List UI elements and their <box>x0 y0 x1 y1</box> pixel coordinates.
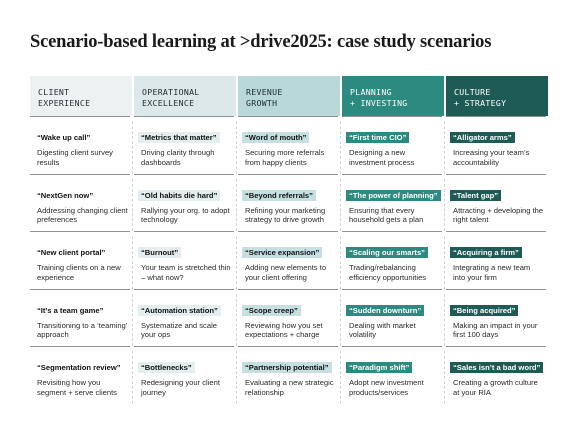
scenario-description: Integrating a new team into your firm <box>453 263 531 282</box>
scenario-cell: “Beyond referrals” Refining your marketin… <box>238 173 341 232</box>
page-title: Scenario-based learning at >drive2025: c… <box>30 32 492 52</box>
scenario-tag: “Beyond referrals” <box>242 189 316 201</box>
column-header: OPERATIONAL EXCELLENCE <box>134 76 236 116</box>
column-header-line: CULTURE <box>454 87 491 97</box>
scenario-cell: “Partnership potential” Evaluating a new … <box>238 346 341 404</box>
scenario-cell: “Scaling our smarts” Trading/rebalancing … <box>342 231 445 289</box>
scenario-tag: “The power of planning” <box>346 189 441 201</box>
scenario-description: Creating a growth culture at your RIA <box>453 378 538 397</box>
scenario-description: Making an impact in your first 100 days <box>453 320 538 340</box>
scenario-cell: “Burnout” Your team is stretched thin – w… <box>134 231 237 289</box>
scenario-tag: “Metrics that matter” <box>138 132 220 143</box>
scenario-description: Systematize and scale your ops <box>141 320 217 340</box>
scenario-description: Refining your marketing strategy to driv… <box>245 205 326 225</box>
scenario-cell: “Automation station” Systematize and scal… <box>134 288 237 347</box>
scenario-description: Addressing changing client preferences <box>37 205 128 225</box>
column-header-line: REVENUE <box>246 87 283 97</box>
scenario-tag: “Wake up call” <box>37 133 91 142</box>
scenario-description: Adopt new investment products/services <box>349 378 424 397</box>
scenario-tag: “New client portal” <box>37 248 106 258</box>
column-header-line: EXCELLENCE <box>142 98 195 108</box>
scenario-cell: “Old habits die hard” Rallying your org. … <box>134 173 237 232</box>
scenario-tag: “Scope creep” <box>242 304 301 316</box>
scenario-description: Digesting client survey results <box>37 148 113 167</box>
scenario-cell: “First time CIO” Designing a new investme… <box>342 116 445 174</box>
column-header-line: + STRATEGY <box>454 98 507 108</box>
scenario-cell: “Sudden downturn” Dealing with market vol… <box>342 288 445 347</box>
scenario-tag: “Word of mouth” <box>242 132 310 143</box>
scenario-description: Driving clarity through dashboards <box>141 148 215 167</box>
scenario-cell: “Sales isn’t a bad word” Creating a growt… <box>446 346 546 404</box>
scenario-tag: “Being acquired” <box>450 304 519 316</box>
scenario-tag: “Bottlenecks” <box>138 362 195 374</box>
scenario-tag: “Talent gap” <box>450 189 502 201</box>
scenario-tag: “Partnership potential” <box>242 362 332 374</box>
scenario-cell: “Segmentation review” Revisiting how you … <box>30 346 133 404</box>
scenario-cell: “New client portal” Training clients on a… <box>30 231 133 289</box>
scenario-cell: “Service expansion” Adding new elements t… <box>238 231 341 289</box>
column-header: REVENUE GROWTH <box>238 76 340 116</box>
scenario-tag: “Automation station” <box>138 304 221 316</box>
scenario-tag: “It’s a team game” <box>37 305 104 315</box>
scenario-tag: “Service expansion” <box>242 247 323 259</box>
scenario-tag: “First time CIO” <box>346 132 410 143</box>
column-header-line: PLANNING <box>350 87 392 97</box>
scenario-cell: “The power of planning” Ensuring that eve… <box>342 173 445 232</box>
scenario-cell: “Word of mouth” Securing more referrals f… <box>238 116 341 174</box>
scenario-description: Dealing with market volatility <box>349 320 416 340</box>
scenario-cell: “It’s a team game” Transitioning to a ‘te… <box>30 288 133 347</box>
scenario-description: Redesigning your client journey <box>141 378 220 397</box>
scenario-description: Designing a new investment process <box>349 148 415 167</box>
scenario-tag: “Paradigm shift” <box>346 362 413 374</box>
scenario-description: Rallying your org. to adopt technology <box>141 205 230 225</box>
column-header-line: + INVESTING <box>350 98 408 108</box>
scenario-description: Ensuring that every household gets a pla… <box>349 205 424 225</box>
scenario-description: Your team is stretched thin – what now? <box>141 263 231 282</box>
scenario-tag: “NextGen now” <box>37 190 94 200</box>
scenario-cell: “Wake up call” Digesting client survey re… <box>30 116 133 174</box>
scenario-description: Training clients on a new experience <box>37 263 121 282</box>
scenario-cell: “Being acquired” Making an impact in your… <box>446 288 546 347</box>
scenario-cell: “Acquiring a firm” Integrating a new team… <box>446 231 546 289</box>
scenario-tag: “Segmentation review” <box>37 363 121 373</box>
scenario-description: Evaluating a new strategic relationship <box>245 378 334 397</box>
column-header-line: EXPERIENCE <box>38 98 91 108</box>
column-header-line: CLIENT <box>38 87 70 97</box>
scenario-description: Transitioning to a ‘teaming’ approach <box>37 320 128 340</box>
scenario-description: Reviewing how you set expectations + cha… <box>245 320 323 340</box>
column-header-line: OPERATIONAL <box>142 87 200 97</box>
scenario-description: Increasing your team’s accountability <box>453 148 530 167</box>
scenario-tag: “Old habits die hard” <box>138 189 221 201</box>
scenario-description: Trading/rebalancing efficiency opportuni… <box>349 263 427 282</box>
scenario-cell: “Bottlenecks” Redesigning your client jou… <box>134 346 237 404</box>
scenario-cell: “Talent gap” Attracting + developing the … <box>446 173 546 232</box>
scenario-cell: “Alligator arms” Increasing your team’s a… <box>446 116 546 174</box>
column-header: CLIENT EXPERIENCE <box>30 76 132 116</box>
scenario-tag: “Sales isn’t a bad word” <box>450 362 544 374</box>
scenario-cell: “Scope creep” Reviewing how you set expec… <box>238 288 341 347</box>
scenario-table: CLIENT EXPERIENCE OPERATIONAL EXCELLENCE REV… <box>30 76 550 404</box>
scenario-tag: “Alligator arms” <box>450 132 515 143</box>
scenario-description: Revisiting how you segment + serve clien… <box>37 378 117 397</box>
column-header: CULTURE + STRATEGY <box>446 76 548 116</box>
scenario-tag: “Scaling our smarts” <box>346 247 428 259</box>
scenario-description: Adding new elements to your client offer… <box>245 263 327 282</box>
scenario-cell: “Metrics that matter” Driving clarity thr… <box>134 116 237 174</box>
scenario-tag: “Sudden downturn” <box>346 304 425 316</box>
scenario-tag: “Burnout” <box>138 247 182 259</box>
column-header: PLANNING + INVESTING <box>342 76 444 116</box>
scenario-description: Attracting + developing the right talent <box>453 205 544 225</box>
scenario-cell: “NextGen now” Addressing changing client … <box>30 173 133 232</box>
scenario-cell: “Paradigm shift” Adopt new investment pro… <box>342 346 445 404</box>
scenario-description: Securing more referrals from happy clien… <box>245 148 325 167</box>
column-header-line: GROWTH <box>246 98 278 108</box>
scenario-tag: “Acquiring a firm” <box>450 247 522 259</box>
